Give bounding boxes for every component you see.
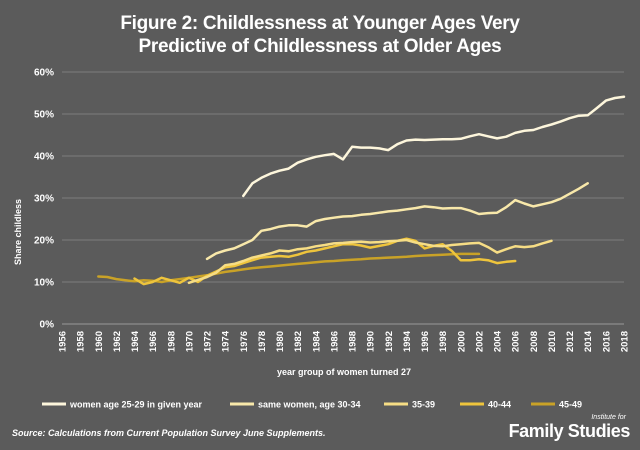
x-tick-label: 1960	[94, 331, 105, 352]
legend-label: 45-49	[559, 400, 582, 410]
source-note: Source: Calculations from Current Popula…	[12, 428, 326, 438]
x-tick-label: 1978	[257, 331, 268, 352]
x-tick-label: 1976	[239, 331, 250, 352]
legend: women age 25-29 in given year same women,…	[42, 400, 582, 410]
y-tick-label: 0%	[40, 320, 55, 331]
y-tick-label: 40%	[34, 152, 54, 163]
x-tick-label: 2014	[583, 330, 594, 352]
y-axis-tick-labels: 0% 10% 20% 30% 40% 50% 60%	[34, 68, 54, 331]
x-tick-label: 2012	[565, 331, 576, 352]
brand-small-text: Institute for	[591, 414, 626, 421]
x-tick-label: 2004	[493, 330, 504, 352]
y-axis-label: Share childless	[13, 199, 23, 265]
legend-label: same women, age 30-34	[258, 400, 361, 410]
y-tick-label: 60%	[34, 68, 54, 79]
x-tick-label: 1992	[384, 331, 395, 352]
y-tick-label: 50%	[34, 110, 54, 121]
x-tick-label: 2006	[511, 331, 522, 352]
x-tick-label: 1974	[221, 330, 232, 352]
series-line	[97, 252, 481, 284]
y-tick-label: 20%	[34, 236, 54, 247]
chart-title-line-2: Predictive of Childlessness at Older Age…	[138, 36, 502, 57]
x-tick-label: 2010	[547, 331, 558, 352]
x-tick-label: 1984	[311, 330, 322, 352]
x-tick-label: 1966	[148, 331, 159, 352]
x-tick-label: 1990	[366, 331, 377, 352]
x-axis-label: year group of women turned 27	[277, 367, 411, 377]
x-tick-label: 1962	[112, 331, 123, 352]
series-line	[133, 237, 517, 286]
x-tick-label: 1956	[58, 331, 69, 352]
series-lines	[97, 95, 626, 286]
x-tick-label: 2002	[474, 331, 485, 352]
x-tick-label: 1980	[275, 331, 286, 352]
legend-label: women age 25-29 in given year	[69, 400, 203, 410]
x-tick-label: 1982	[293, 331, 304, 352]
x-tick-label: 1958	[76, 331, 87, 352]
x-tick-label: 2008	[529, 331, 540, 352]
series-line	[205, 182, 589, 261]
x-tick-label: 2000	[456, 331, 467, 352]
x-tick-label: 1972	[203, 331, 214, 352]
x-tick-label: 1998	[438, 331, 449, 352]
brand-logo: Institute for Family Studies	[508, 414, 631, 441]
x-tick-label: 2018	[620, 331, 631, 352]
series-line	[187, 238, 553, 285]
x-tick-label: 1986	[329, 331, 340, 352]
legend-label: 35-39	[412, 400, 435, 410]
legend-label: 40-44	[488, 400, 511, 410]
x-tick-label: 1994	[402, 330, 413, 352]
x-axis-tick-labels: 1956 1958 1960 1962 1964 1966 1968 1970 1972 1974…	[58, 330, 631, 352]
x-tick-label: 1988	[348, 331, 359, 352]
y-tick-label: 30%	[34, 194, 54, 205]
x-tick-label: 1968	[166, 331, 177, 352]
chart-title-line-1: Figure 2: Childlessness at Younger Ages …	[120, 13, 520, 34]
x-tick-label: 1970	[184, 331, 195, 352]
gridlines	[62, 71, 624, 325]
x-tick-label: 1996	[420, 331, 431, 352]
x-tick-label: 2016	[601, 331, 612, 352]
x-tick-label: 1964	[130, 330, 141, 352]
series-line	[242, 95, 626, 198]
y-tick-label: 10%	[34, 278, 54, 289]
brand-name: Family Studies	[508, 421, 631, 441]
